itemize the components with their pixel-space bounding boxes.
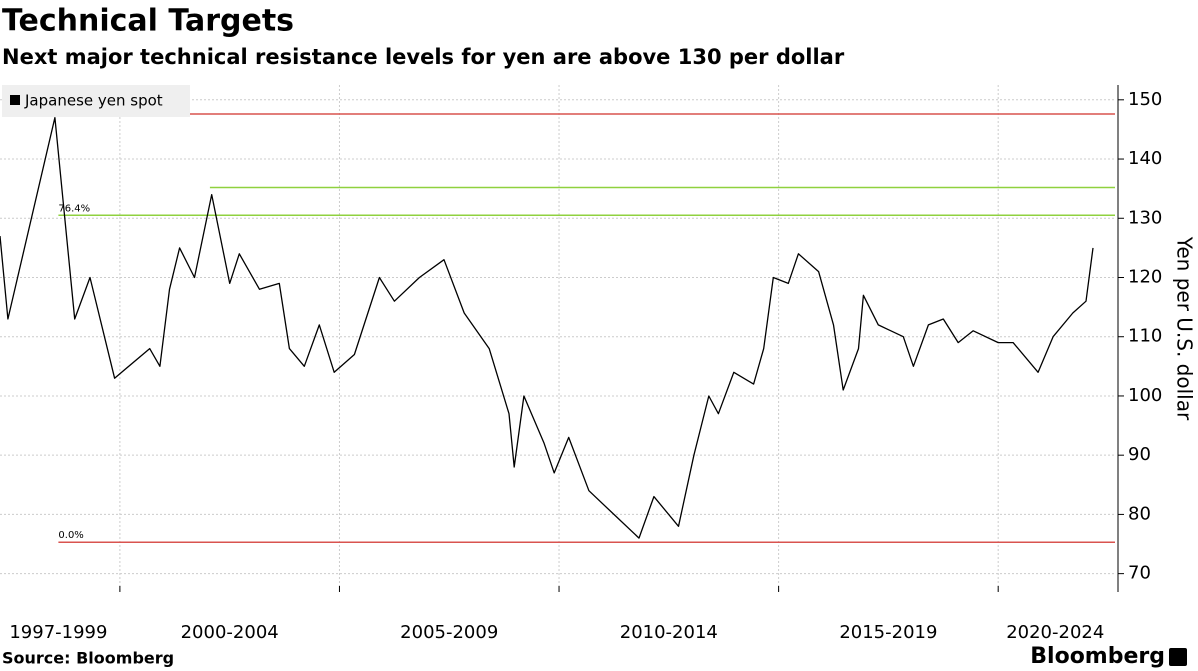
legend-label: Japanese yen spot [24,92,163,110]
brand-icon [1169,648,1187,666]
reference-label: 0.0% [58,530,83,541]
legend-box [2,85,190,117]
series-line [0,116,1094,539]
y-tick-label: 140 [1128,148,1162,169]
x-tick-label: 2010-2014 [620,622,718,643]
y-tick-label: 70 [1128,563,1151,584]
x-tick-label: 2020-2024 [1006,622,1104,643]
x-tick-label: 2000-2004 [181,622,279,643]
legend: Japanese yen spot [2,85,190,117]
y-tick-label: 150 [1128,89,1162,110]
brand: Bloomberg [1030,644,1165,669]
y-tick-label: 130 [1128,207,1162,228]
y-tick-label: 80 [1128,503,1151,524]
y-tick-label: 120 [1128,266,1162,287]
x-tick-label: 2015-2019 [839,622,937,643]
legend-swatch [10,95,20,105]
y-tick-label: 90 [1128,444,1151,465]
chart-title: Technical Targets [2,4,294,39]
y-tick-label: 110 [1128,326,1162,347]
reference-label: 76.4% [58,203,90,214]
chart-subtitle: Next major technical resistance levels f… [2,45,845,69]
y-axis-title: Yen per U.S. dollar [1173,236,1197,421]
source: Source: Bloomberg [2,649,174,668]
y-tick-label: 100 [1128,385,1162,406]
x-tick-label: 2005-2009 [400,622,498,643]
x-tick-label: 1997-1999 [9,622,107,643]
